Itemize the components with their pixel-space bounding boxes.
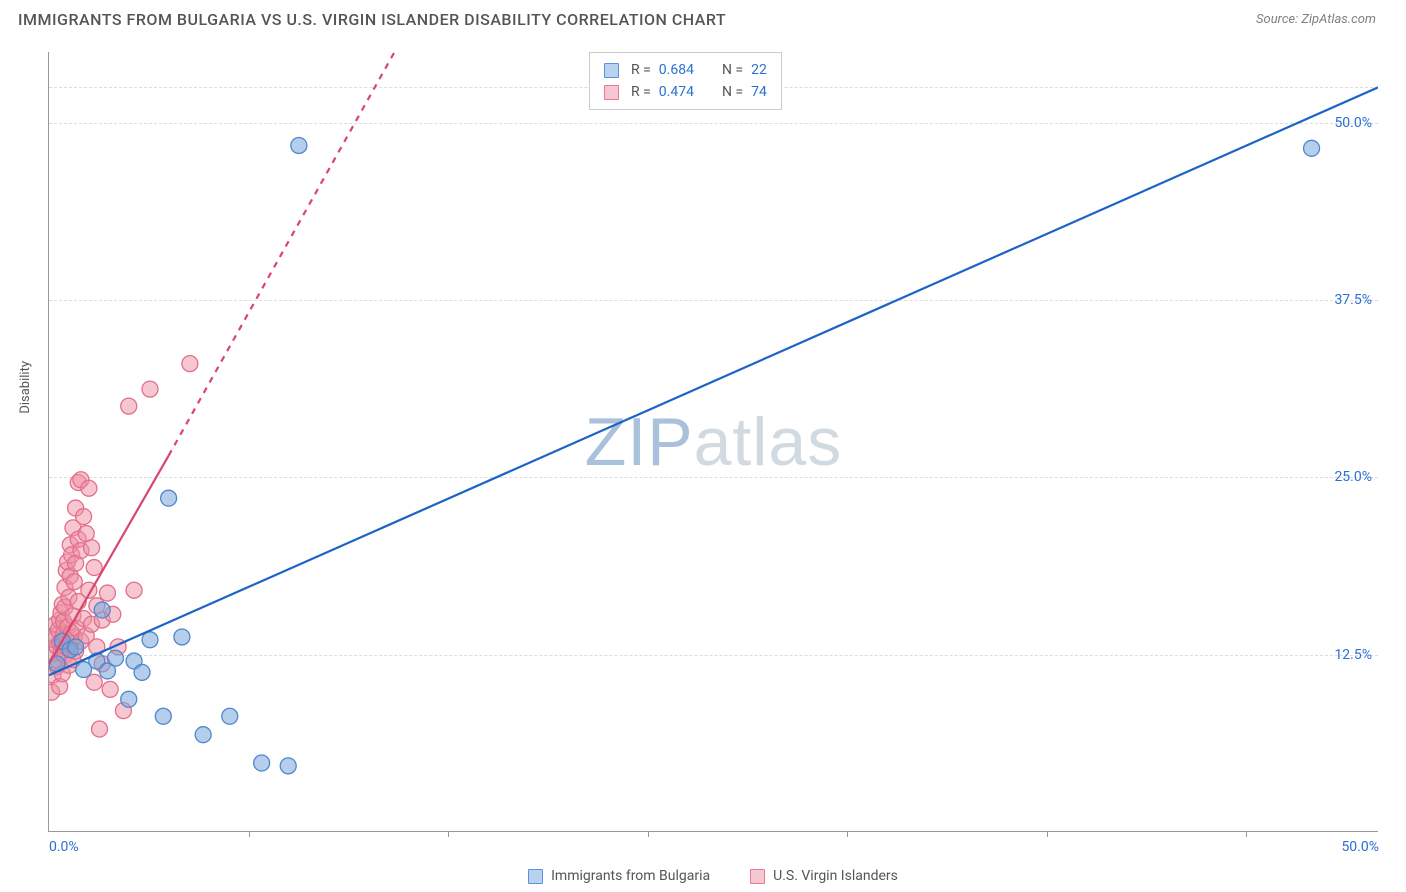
scatter-point xyxy=(99,585,115,601)
legend-r-label: R = xyxy=(631,81,651,103)
scatter-point xyxy=(280,758,296,774)
x-tick-mark xyxy=(648,831,649,837)
legend-r-value: 0.474 xyxy=(659,81,694,103)
scatter-point xyxy=(291,137,307,153)
scatter-point xyxy=(81,480,97,496)
legend-n-label: N = xyxy=(722,59,743,81)
correlation-legend: R = 0.684 N = 22 R = 0.474 N = 74 xyxy=(589,52,782,110)
scatter-point xyxy=(121,398,137,414)
scatter-point xyxy=(126,582,142,598)
scatter-point xyxy=(102,681,118,697)
bottom-legend: Immigrants from Bulgaria U.S. Virgin Isla… xyxy=(48,868,1378,884)
chart-title: IMMIGRANTS FROM BULGARIA VS U.S. VIRGIN … xyxy=(18,10,726,29)
scatter-point xyxy=(94,602,110,618)
y-axis-label: Disability xyxy=(18,361,33,414)
scatter-point xyxy=(161,490,177,506)
scatter-point xyxy=(121,691,137,707)
x-tick-mark xyxy=(249,831,250,837)
series-legend-item: U.S. Virgin Islanders xyxy=(750,868,898,884)
legend-swatch xyxy=(750,869,765,884)
scatter-point xyxy=(107,650,123,666)
x-tick-label: 0.0% xyxy=(49,839,79,855)
fit-line xyxy=(49,87,1378,675)
scatter-point xyxy=(174,629,190,645)
series-legend-label: Immigrants from Bulgaria xyxy=(551,868,710,884)
scatter-point xyxy=(86,560,102,576)
legend-n-value: 74 xyxy=(751,81,767,103)
series-legend-item: Immigrants from Bulgaria xyxy=(528,868,710,884)
fit-line xyxy=(169,52,395,456)
legend-n-label: N = xyxy=(722,81,743,103)
legend-swatch xyxy=(528,869,543,884)
x-tick-label: 50.0% xyxy=(1341,839,1379,855)
scatter-point xyxy=(86,674,102,690)
scatter-point xyxy=(1304,140,1320,156)
source-attribution: Source: ZipAtlas.com xyxy=(1256,12,1376,27)
scatter-point xyxy=(142,381,158,397)
plot-area: ZIPatlas 12.5%25.0%37.5%50.0%0.0%50.0%R … xyxy=(48,52,1378,832)
legend-swatch xyxy=(604,63,619,78)
scatter-point xyxy=(76,509,92,525)
scatter-point xyxy=(134,664,150,680)
scatter-point xyxy=(84,540,100,556)
legend-r-value: 0.684 xyxy=(659,59,694,81)
x-tick-mark xyxy=(448,831,449,837)
scatter-point xyxy=(66,574,82,590)
legend-row: R = 0.684 N = 22 xyxy=(604,59,767,81)
scatter-point xyxy=(222,708,238,724)
x-tick-mark xyxy=(1047,831,1048,837)
plot-svg xyxy=(49,52,1378,831)
scatter-point xyxy=(68,639,84,655)
series-legend-label: U.S. Virgin Islanders xyxy=(773,868,898,884)
legend-row: R = 0.474 N = 74 xyxy=(604,81,767,103)
legend-n-value: 22 xyxy=(751,59,767,81)
legend-r-label: R = xyxy=(631,59,651,81)
scatter-point xyxy=(254,755,270,771)
x-tick-mark xyxy=(1246,831,1247,837)
scatter-point xyxy=(155,708,171,724)
legend-swatch xyxy=(604,85,619,100)
scatter-point xyxy=(182,356,198,372)
x-tick-mark xyxy=(847,831,848,837)
scatter-point xyxy=(195,727,211,743)
scatter-point xyxy=(92,721,108,737)
